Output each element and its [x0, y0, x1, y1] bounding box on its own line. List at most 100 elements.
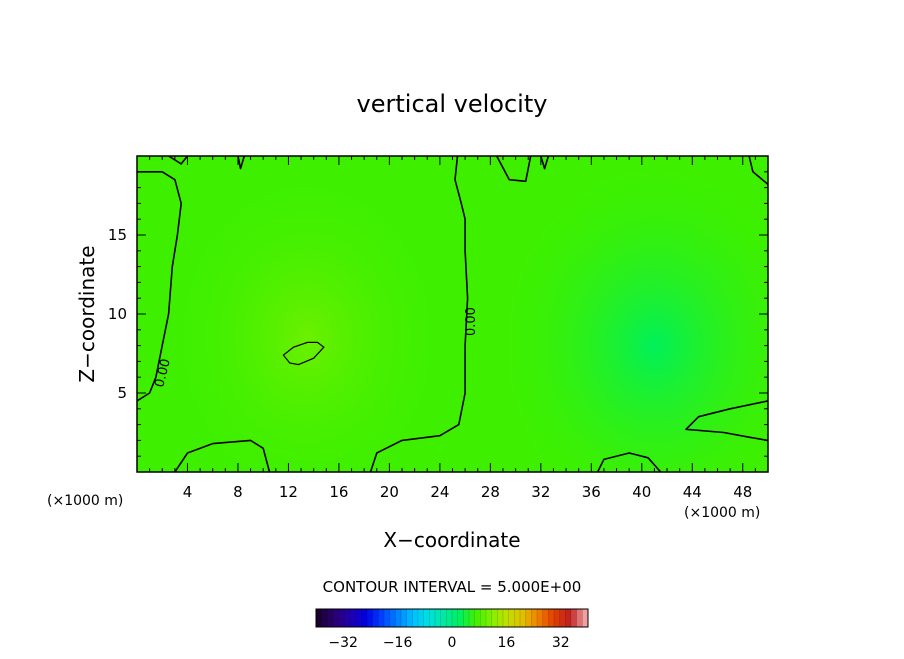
colorbar-cell	[452, 609, 458, 627]
colorbar-cell	[559, 609, 566, 627]
x-unit-label: (×1000 m)	[684, 505, 760, 521]
plot-area	[136, 155, 769, 473]
colorbar-cell	[486, 609, 492, 627]
colorbar-cell	[435, 609, 441, 627]
colorbar-cells	[315, 609, 589, 627]
contour-lines	[137, 156, 768, 472]
colorbar-tick-label: −16	[383, 635, 413, 651]
field-shading	[167, 156, 768, 472]
colorbar-cell	[491, 609, 498, 627]
contour-interval-note: CONTOUR INTERVAL = 5.000E+00	[323, 578, 582, 596]
negative-downdraft-region	[494, 156, 768, 472]
colorbar-cell	[440, 609, 447, 627]
contour-label-center: 0.00	[464, 307, 479, 336]
x-tick-label: 48	[733, 483, 752, 501]
x-tick-label: 36	[582, 483, 601, 501]
y-tick-label: 15	[108, 226, 127, 244]
y-tick-label: 5	[117, 384, 127, 402]
colorbar-cell	[372, 609, 379, 627]
x-tick-label: 24	[430, 483, 449, 501]
colorbar-cell	[344, 609, 351, 627]
colorbar-cell	[508, 609, 515, 627]
zero-contour-0	[137, 171, 182, 402]
zero-contour-6	[540, 156, 550, 170]
colorbar-cell	[469, 609, 475, 627]
colorbar-cell	[316, 609, 322, 627]
colorbar-frame	[315, 608, 589, 628]
x-tick-label: 40	[632, 483, 651, 501]
colorbar-cell	[418, 609, 424, 627]
colorbar-cell	[457, 609, 464, 627]
contour-label-left: 0.00	[152, 357, 174, 389]
colorbar-cell	[429, 609, 436, 627]
colorbar-cell	[520, 609, 526, 627]
colorbar-cell	[333, 609, 339, 627]
chart-title: vertical velocity	[357, 90, 548, 118]
y-tick-label: 10	[108, 305, 127, 323]
x-tick-label: 8	[233, 483, 243, 501]
colorbar-cell	[321, 609, 328, 627]
x-tick-label: 28	[481, 483, 500, 501]
colorbar-cell	[525, 609, 532, 627]
colorbar-cell	[463, 609, 470, 627]
zero-contour-2	[369, 156, 469, 472]
x-tick-label: 44	[683, 483, 702, 501]
colorbar-cell	[576, 609, 583, 627]
colorbar-cell	[503, 609, 509, 627]
colorbar-cell	[514, 609, 521, 627]
colorbar-cell	[565, 609, 572, 627]
colorbar-cell	[412, 609, 419, 627]
x-tick-label: 32	[531, 483, 550, 501]
colorbar-cell	[480, 609, 487, 627]
colorbar-cell	[406, 609, 413, 627]
zero-contour-9	[748, 156, 768, 186]
colorbar-cell	[537, 609, 543, 627]
axis-ticks	[137, 156, 768, 472]
x-tick-label: 16	[329, 483, 348, 501]
colorbar-tick-label: 16	[497, 635, 515, 651]
zero-contour-7	[596, 452, 662, 472]
colorbar-tick-label: 32	[552, 635, 570, 651]
colorbar-cell	[389, 609, 396, 627]
x-tick-labels: 4 8 12 16 20 24 28 32 36 40 44 48	[183, 483, 753, 501]
colorbar-cell	[571, 609, 577, 627]
colorbar-cell	[401, 609, 407, 627]
positive-updraft-region	[167, 167, 448, 472]
zero-contour-3	[237, 156, 246, 170]
colorbar-cell	[531, 609, 538, 627]
colorbar-cell	[582, 609, 589, 627]
colorbar-cell	[554, 609, 560, 627]
colorbar-cell	[497, 609, 504, 627]
colorbar-tick-labels: −32 −16 0 16 32	[328, 635, 569, 651]
colorbar-cell	[355, 609, 362, 627]
colorbar-cell	[446, 609, 453, 627]
x-tick-label: 4	[183, 483, 193, 501]
colorbar-cell	[378, 609, 385, 627]
zero-contour-5	[495, 156, 532, 183]
x-tick-label: 12	[279, 483, 298, 501]
colorbar-tick-label: 0	[448, 635, 457, 651]
positive-contour-0	[282, 341, 325, 366]
colorbar-cell	[548, 609, 555, 627]
colorbar-cell	[367, 609, 373, 627]
colorbar-cell	[542, 609, 549, 627]
x-axis-title: X−coordinate	[383, 528, 520, 552]
colorbar-tick-label: −32	[328, 635, 358, 651]
y-unit-label: (×1000 m)	[47, 493, 123, 509]
colorbar-cell	[327, 609, 334, 627]
x-tick-label: 20	[380, 483, 399, 501]
zero-contour-1	[174, 439, 271, 472]
colorbar-cell	[361, 609, 368, 627]
zero-contour-8	[685, 400, 768, 442]
zero-contour-4	[168, 156, 189, 165]
colorbar-cell	[384, 609, 390, 627]
colorbar: −32 −16 0 16 32	[315, 608, 589, 651]
colorbar-cell	[474, 609, 481, 627]
y-axis-title: Z−coordinate	[75, 245, 99, 382]
colorbar-cell	[423, 609, 430, 627]
colorbar-cell	[338, 609, 345, 627]
colorbar-cell	[395, 609, 402, 627]
y-tick-labels: 5 10 15	[108, 226, 127, 402]
